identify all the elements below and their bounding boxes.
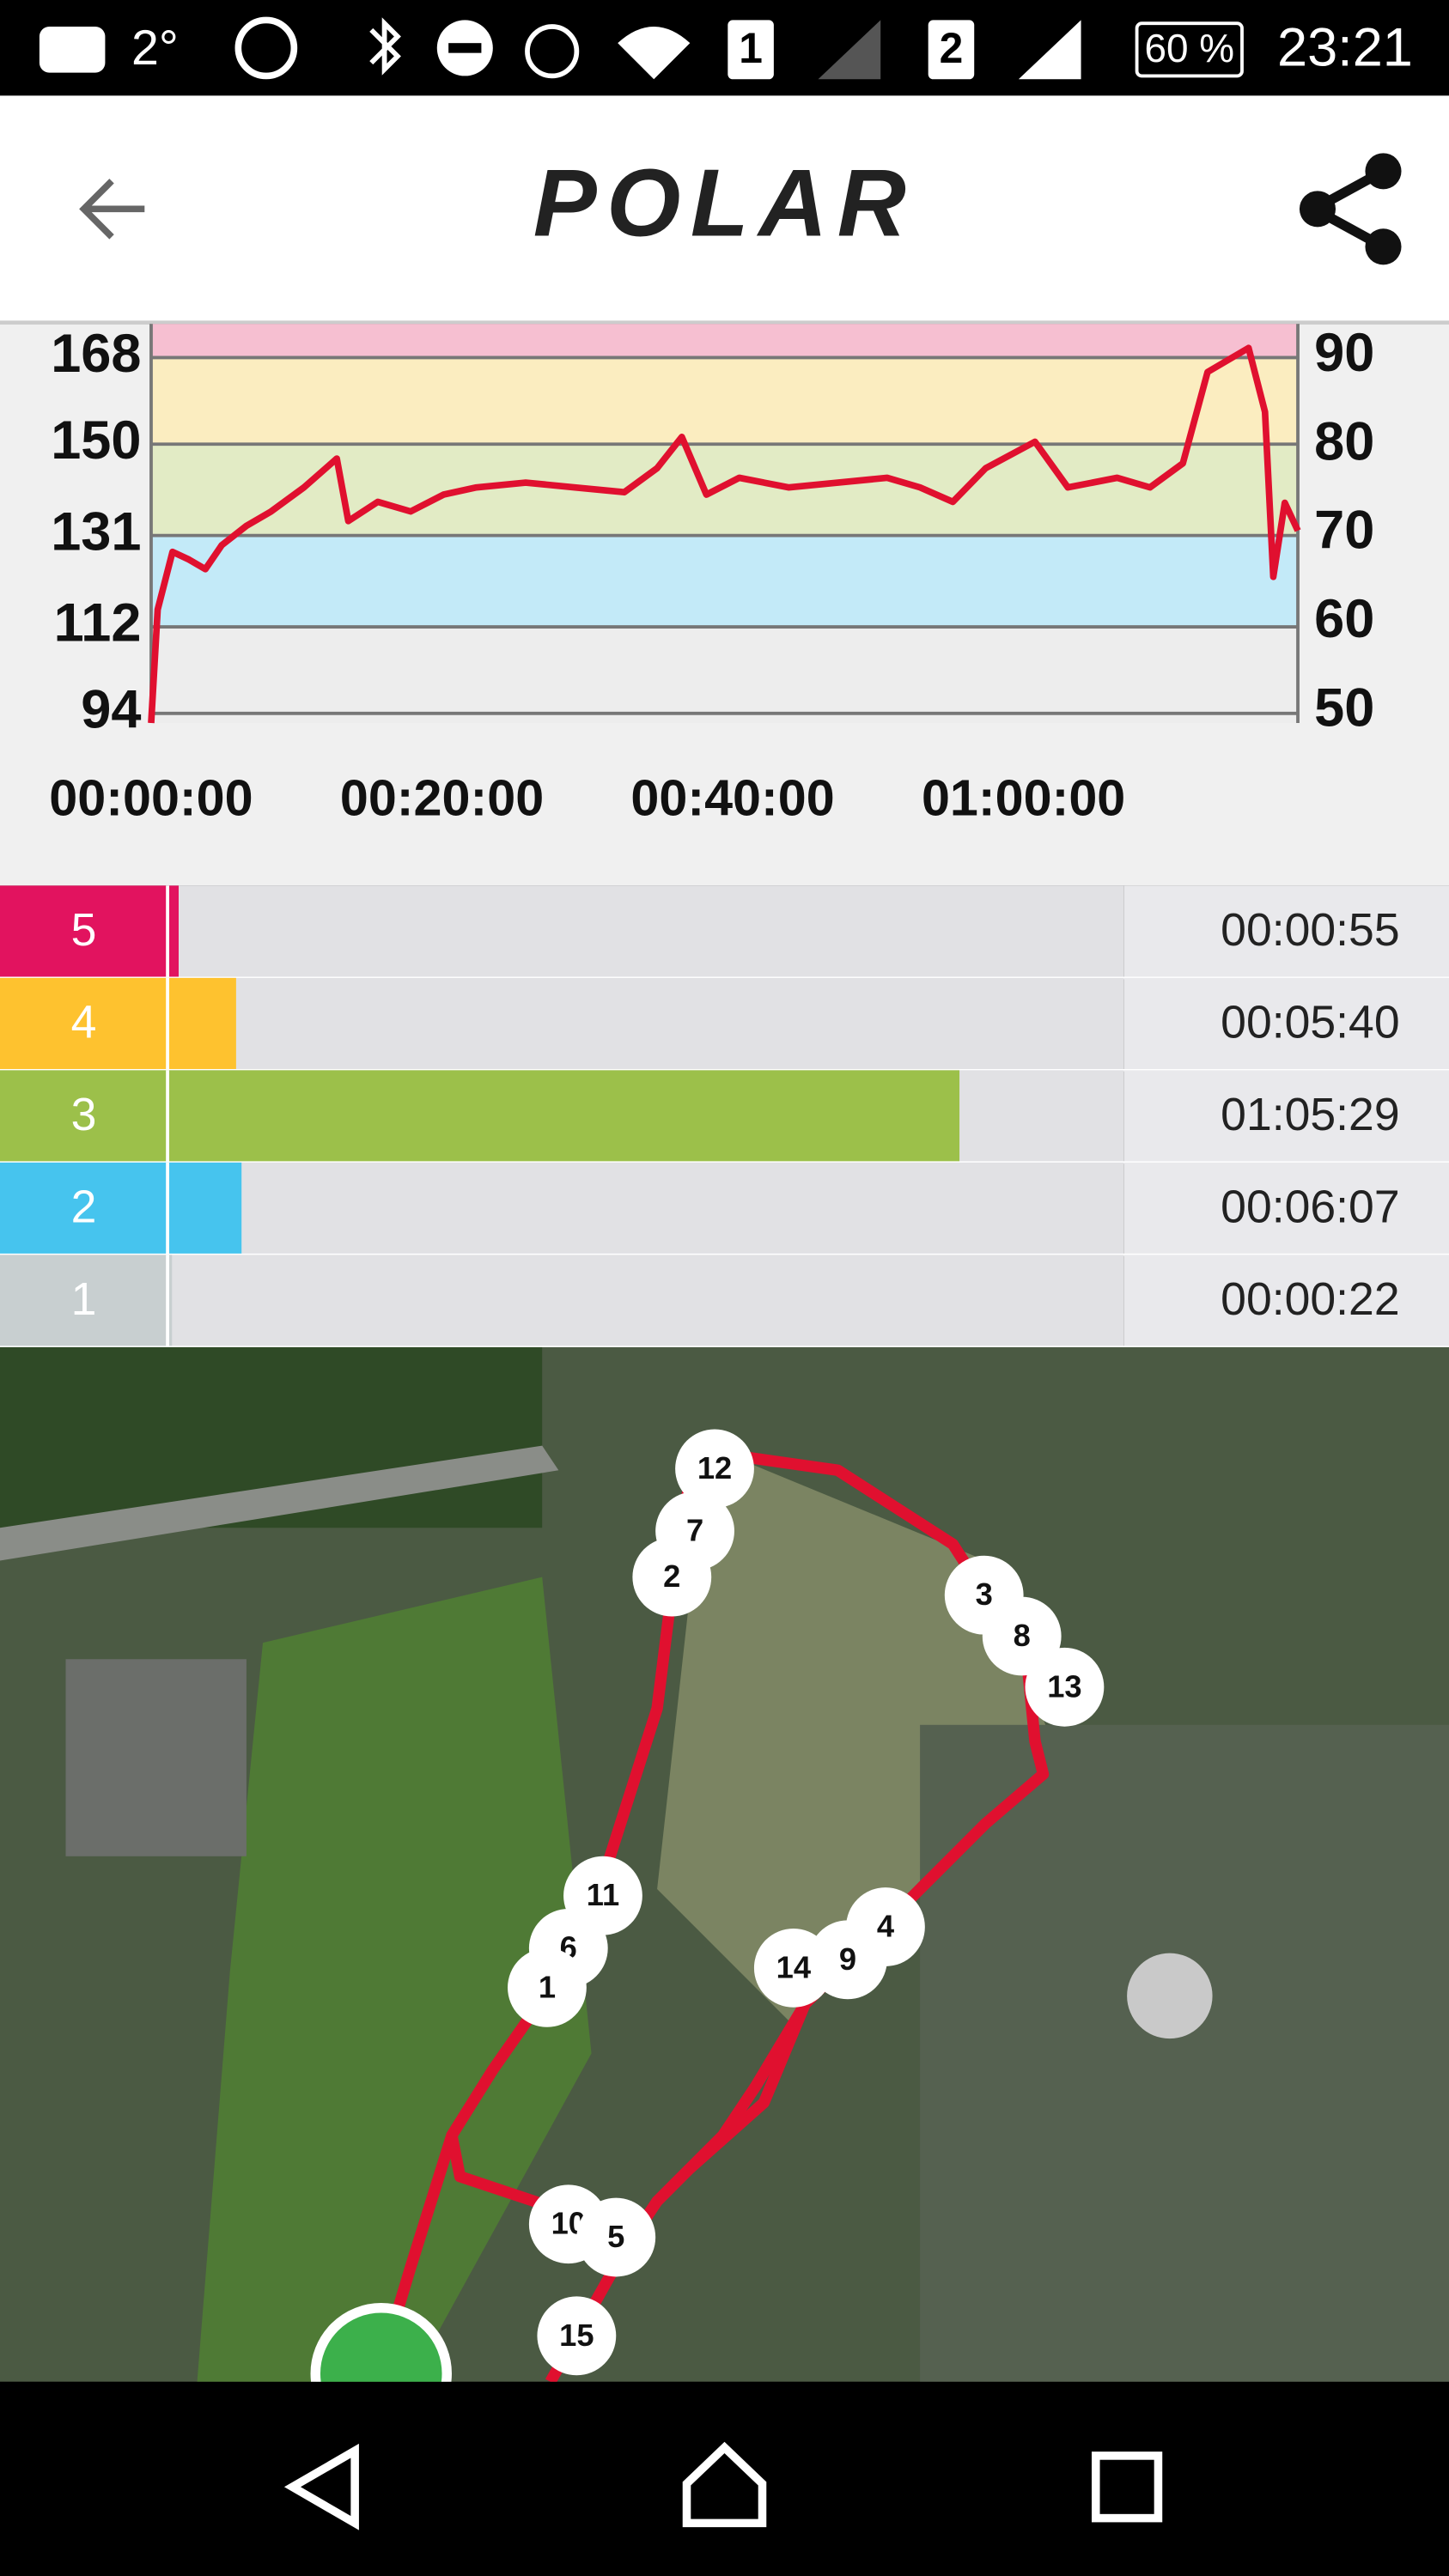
map-stadium	[1127, 1953, 1213, 2039]
lap-label: 14	[776, 1949, 812, 1984]
zone-band	[150, 444, 1299, 536]
y-tick-label: 112	[54, 593, 142, 653]
nav-recents[interactable]	[1091, 2451, 1163, 2523]
x-tick-label: 00:00:00	[49, 769, 253, 826]
lap-label: 7	[686, 1513, 703, 1548]
map-industrial	[65, 1659, 247, 1856]
wifi-icon	[618, 27, 691, 80]
zone-label-cell	[0, 1070, 168, 1163]
dnd-bar	[448, 43, 482, 53]
sim1: 1	[739, 24, 763, 72]
lap-label: 4	[877, 1909, 895, 1944]
lap-label: 5	[607, 2219, 624, 2254]
zone-duration: 00:05:40	[1221, 998, 1399, 1048]
zone-duration: 01:05:29	[1221, 1090, 1399, 1140]
sim2-box	[928, 20, 975, 80]
lap-markers: 12 7 2 3 8 13 11 6 1 4 9 14 10 5 15	[508, 1429, 1105, 2376]
lap-label: 12	[697, 1450, 732, 1485]
nav-home[interactable]	[682, 2441, 767, 2528]
map: 12 7 2 3 8 13 11 6 1 4 9 14 10 5 15	[0, 1346, 1449, 2439]
nav-bar	[0, 2381, 1449, 2576]
message-icon	[39, 27, 106, 73]
map-road	[0, 1445, 559, 1561]
bluetooth-icon	[369, 17, 401, 76]
sim1-box	[728, 20, 774, 80]
y-tick-label: 131	[51, 501, 141, 562]
zone-label: 4	[71, 998, 97, 1048]
zone-bar	[167, 1255, 173, 1347]
y2-tick-label: 60	[1314, 589, 1374, 649]
y2-tick-label: 90	[1314, 323, 1374, 383]
start-marker[interactable]	[310, 2303, 452, 2439]
y-tick-label: 94	[81, 680, 141, 740]
y2-tick-label: 50	[1314, 677, 1374, 738]
zone-duration-cell	[1123, 1070, 1449, 1163]
zone-track	[167, 885, 1124, 978]
zone-duration: 00:00:22	[1221, 1274, 1399, 1325]
zone-label-cell	[0, 977, 168, 1071]
lap-label: 15	[559, 2318, 594, 2353]
zone-track	[167, 1255, 1124, 1347]
zone-duration: 00:00:55	[1221, 905, 1399, 956]
zone-band	[150, 535, 1299, 628]
zone-duration: 00:06:07	[1221, 1182, 1399, 1233]
temperature: 2°	[131, 21, 179, 76]
lap-label: 9	[839, 1941, 856, 1977]
x-tick-label: 01:00:00	[922, 769, 1125, 826]
lap-label: 2	[663, 1558, 680, 1594]
zone-label: 2	[71, 1182, 97, 1233]
zone-label: 5	[71, 905, 97, 956]
zone-bar	[167, 1162, 242, 1255]
zone-duration-cell	[1123, 1255, 1449, 1347]
lap-label: 1	[539, 1969, 556, 2004]
zone-band	[150, 357, 1299, 445]
zone-band	[150, 324, 1299, 358]
share-button[interactable]	[1299, 153, 1402, 265]
back-button[interactable]	[79, 179, 145, 240]
zone-table: 5 00:00:55 4 00:05:40 3 01:05:29 2 00:06:07 1 00:…	[0, 885, 1449, 1349]
x-tick-label: 00:40:00	[630, 769, 834, 826]
zone-label: 1	[71, 1274, 97, 1325]
alarm-icon	[525, 24, 580, 79]
battery: 60 %	[1144, 26, 1234, 70]
zone-band	[150, 627, 1299, 724]
y-tick-label: 168	[51, 324, 141, 384]
zone-duration-cell	[1123, 977, 1449, 1071]
zone-bar	[167, 1070, 960, 1163]
battery-icon	[1135, 21, 1244, 78]
map-residential	[920, 1724, 1449, 2382]
zone-label-cell	[0, 1255, 168, 1347]
zone-bar	[167, 977, 236, 1071]
logo: POLAR	[533, 150, 916, 257]
zone-label-cell	[0, 885, 168, 978]
zone-track	[167, 1162, 1124, 1255]
nav-back[interactable]	[283, 2443, 359, 2530]
y2-tick-label: 70	[1314, 501, 1374, 561]
map-field	[197, 1577, 592, 2382]
zone-duration-cell	[1123, 885, 1449, 978]
zone-label: 3	[71, 1090, 97, 1140]
zone-label-cell	[0, 1162, 168, 1255]
clock: 23:21	[1277, 17, 1413, 77]
lap-label: 11	[587, 1877, 619, 1912]
zone-duration-cell	[1123, 1162, 1449, 1255]
hr-chart: 94 112 131 150 168 50 60 70 80 90 00:00:00 00:20:00…	[49, 323, 1374, 826]
whatsapp-icon	[234, 16, 298, 80]
header	[0, 95, 1449, 323]
y2-tick-label: 80	[1314, 411, 1374, 471]
x-tick-label: 00:20:00	[340, 769, 544, 826]
lap-label: 13	[1047, 1668, 1081, 1704]
lap-label: 3	[976, 1577, 993, 1612]
lap-label: 8	[1014, 1618, 1031, 1653]
signal2-icon	[1018, 20, 1081, 80]
sim2: 2	[940, 24, 964, 72]
y-tick-label: 150	[51, 410, 141, 471]
zone-bar	[167, 885, 180, 978]
hr-line	[148, 344, 1301, 724]
zone-track	[167, 977, 1124, 1071]
